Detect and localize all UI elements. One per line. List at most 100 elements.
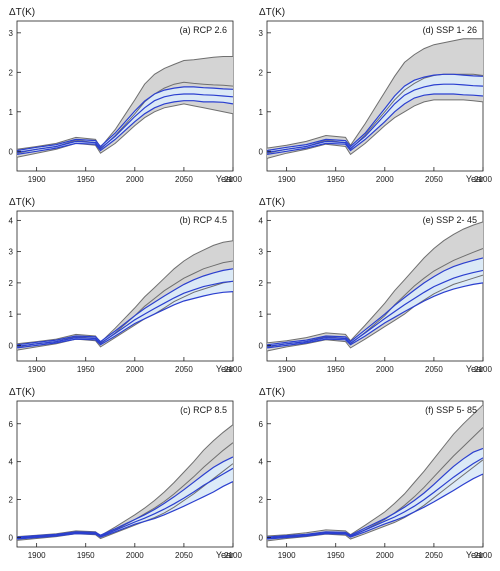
gray-uncertainty-band <box>267 404 483 541</box>
blue-middle-line <box>266 457 484 539</box>
y-tick-label: 0 <box>259 534 264 543</box>
x-tick-label: 2000 <box>126 175 144 184</box>
x-tick-label: 2050 <box>175 175 193 184</box>
blue-middle-line <box>266 269 484 347</box>
y-tick-label: 6 <box>259 420 264 429</box>
gray-upper-line <box>266 221 484 344</box>
x-tick-label: 2050 <box>425 551 443 560</box>
blue-uncertainty-band <box>17 268 233 348</box>
y-tick-label: 4 <box>9 216 14 225</box>
panel-a: 0 1 2 3 1900 1950 2000 2050 2100 ΔT(K) Year (a) RCP… <box>9 7 243 184</box>
x-tick-label: 2000 <box>376 175 394 184</box>
blue-upper-line <box>16 268 234 346</box>
y-axis-label: ΔT(K) <box>259 7 285 18</box>
gray-upper-line <box>266 38 483 149</box>
y-axis-label: ΔT(K) <box>259 387 285 398</box>
y-tick-label: 3 <box>9 248 14 257</box>
y-axis-label: ΔT(K) <box>9 387 35 398</box>
x-axis-label: Year <box>216 364 234 374</box>
gray-upper-line <box>16 56 233 150</box>
blue-lower-line <box>266 473 484 540</box>
y-tick-label: 3 <box>9 29 14 38</box>
y-axis-label: ΔT(K) <box>259 197 285 208</box>
y-tick-label: 2 <box>9 496 14 505</box>
x-axis-label: Year <box>466 364 484 374</box>
x-tick-label: 1900 <box>278 175 296 184</box>
y-tick-label: 1 <box>9 310 14 319</box>
blue-upper-line <box>266 73 484 152</box>
panel-e: 0 1 2 3 4 1900 1950 2000 2050 2100 ΔT(K) Year (e) SS… <box>259 197 493 374</box>
x-tick-label: 2100 <box>224 175 242 184</box>
x-tick-label: 2050 <box>425 365 443 374</box>
panel-b: 0 1 2 3 4 1900 1950 2000 2050 2100 ΔT(K) Year (b) RC… <box>9 197 243 374</box>
gray-lower-line <box>266 274 484 352</box>
y-tick-label: 4 <box>259 216 264 225</box>
x-axis-label: Year <box>216 550 234 560</box>
y-tick-label: 1 <box>259 310 264 319</box>
x-tick-label: 2000 <box>126 365 144 374</box>
gray-upper-line <box>16 240 234 345</box>
blue-lower-line <box>266 93 484 155</box>
x-tick-label: 1900 <box>278 365 296 374</box>
gray-upper-line <box>16 424 234 538</box>
x-tick-label: 2000 <box>376 365 394 374</box>
gray-middle-line <box>16 260 234 348</box>
blue-lower-line <box>16 291 234 349</box>
blue-lower-line <box>266 282 484 349</box>
x-tick-label: 1950 <box>77 175 95 184</box>
gray-uncertainty-band <box>17 240 233 351</box>
y-tick-label: 0 <box>259 341 264 350</box>
x-tick-label: 2050 <box>175 551 193 560</box>
y-tick-label: 0 <box>9 341 14 350</box>
x-tick-label: 1900 <box>28 365 46 374</box>
y-axis-label: ΔT(K) <box>9 7 35 18</box>
blue-middle-line <box>16 93 234 153</box>
blue-middle-line <box>16 280 234 347</box>
x-tick-label: 2000 <box>126 551 144 560</box>
blue-uncertainty-band <box>17 86 233 155</box>
y-tick-label: 2 <box>9 68 14 77</box>
y-tick-label: 3 <box>259 29 264 38</box>
y-tick-label: 3 <box>259 248 264 257</box>
blue-upper-line <box>266 447 484 538</box>
x-tick-label: 2050 <box>175 365 193 374</box>
x-axis-label: Year <box>466 550 484 560</box>
y-tick-label: 1 <box>9 108 14 117</box>
blue-upper-line <box>266 257 484 346</box>
x-tick-label: 1950 <box>327 365 345 374</box>
x-tick-label: 1900 <box>28 551 46 560</box>
blue-middle-line <box>266 83 484 153</box>
x-tick-label: 1950 <box>327 551 345 560</box>
x-tick-label: 2100 <box>474 551 492 560</box>
y-tick-label: 4 <box>259 458 264 467</box>
gray-middle-line <box>266 248 484 348</box>
x-axis-label: Year <box>466 174 484 184</box>
x-tick-label: 1950 <box>327 175 345 184</box>
x-tick-label: 2050 <box>425 175 443 184</box>
blue-lower-line <box>16 100 234 155</box>
y-tick-label: 6 <box>9 420 14 429</box>
panel-label: (f) SSP 5- 85 <box>425 405 477 415</box>
x-tick-label: 1900 <box>278 551 296 560</box>
y-tick-label: 4 <box>9 458 14 467</box>
y-tick-label: 2 <box>259 496 264 505</box>
blue-upper-line <box>16 86 234 152</box>
panel-d: 0 1 2 3 1900 1950 2000 2050 2100 ΔT(K) Year (d) SSP… <box>259 7 493 184</box>
blue-uncertainty-band <box>17 456 233 539</box>
x-tick-label: 2000 <box>376 551 394 560</box>
y-tick-label: 2 <box>259 68 264 77</box>
y-tick-label: 2 <box>9 279 14 288</box>
gray-uncertainty-band <box>267 38 483 159</box>
panel-label: (d) SSP 1- 26 <box>423 25 477 35</box>
blue-lower-line <box>16 481 234 540</box>
blue-upper-line <box>16 456 234 538</box>
panel-f: 0 2 4 6 1900 1950 2000 2050 2100 ΔT(K) Year (f) SSP… <box>259 387 493 560</box>
panel-label: (c) RCP 8.5 <box>180 405 227 415</box>
x-tick-label: 2100 <box>474 365 492 374</box>
y-tick-label: 1 <box>259 108 264 117</box>
y-tick-label: 2 <box>259 279 264 288</box>
blue-middle-line <box>16 467 234 539</box>
x-tick-label: 2100 <box>224 365 242 374</box>
